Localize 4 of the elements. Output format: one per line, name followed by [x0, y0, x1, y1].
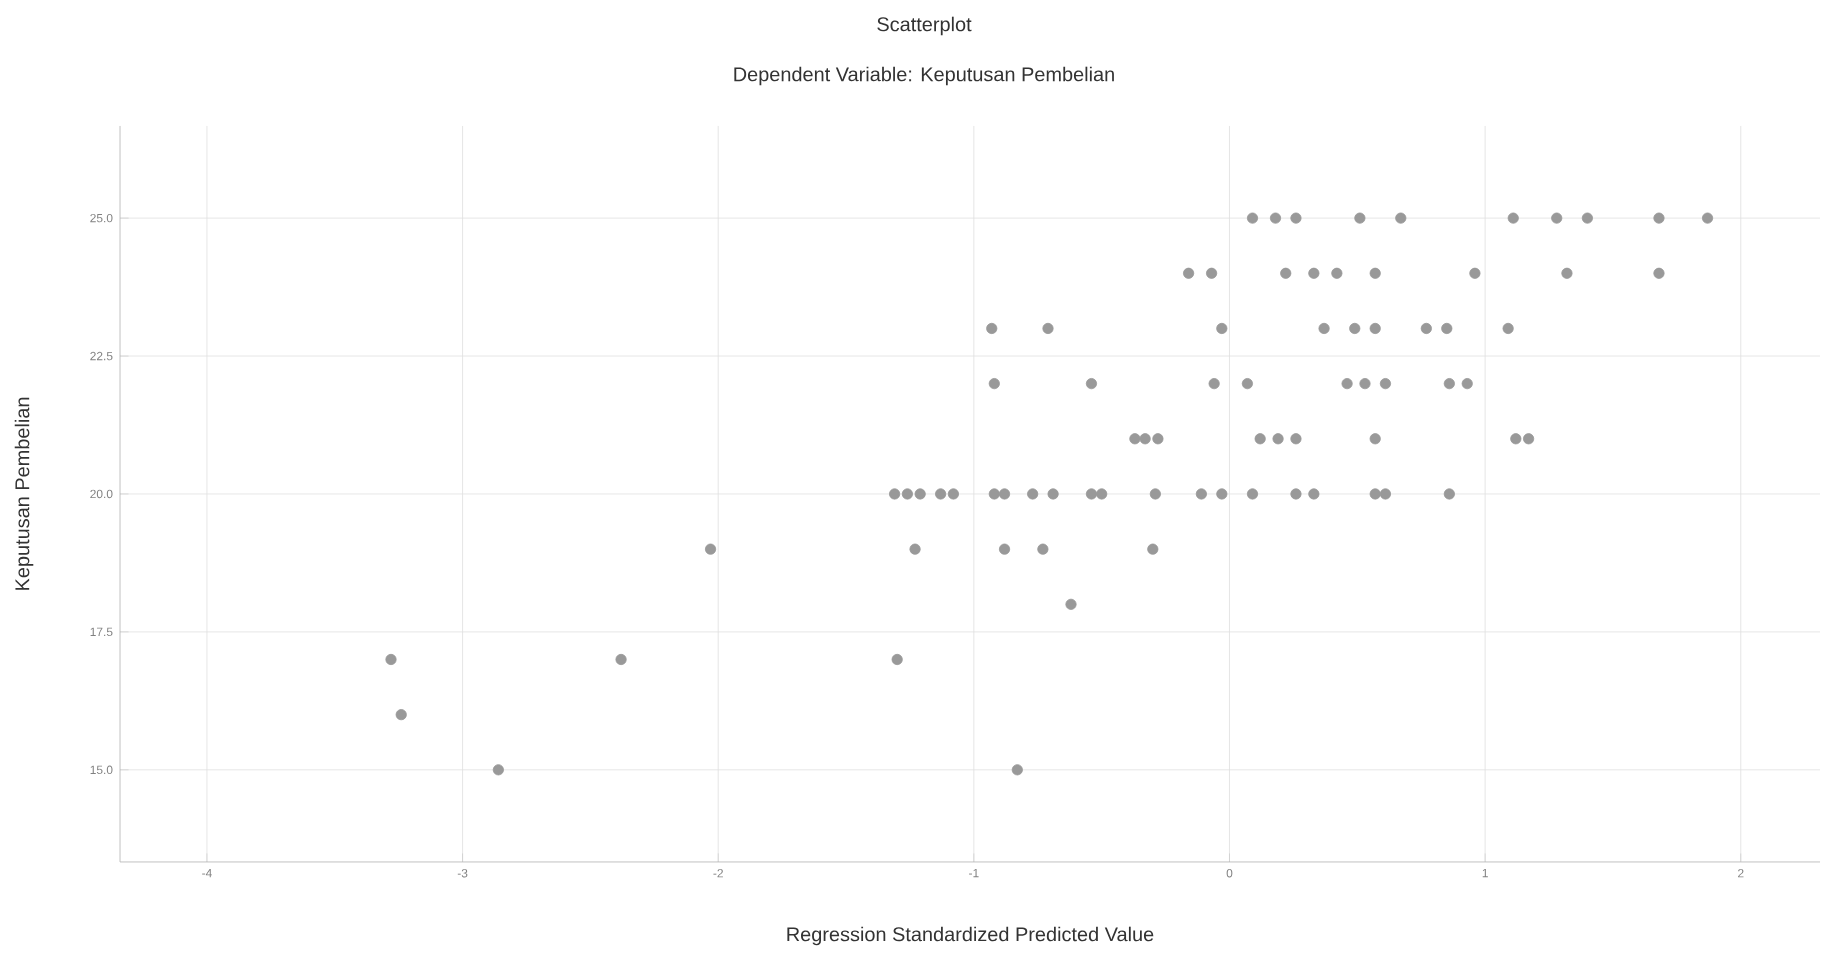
y-axis-title: Keputusan Pembelian	[14, 397, 34, 590]
chart-title: Scatterplot	[877, 16, 972, 36]
chart-subtitle: Dependent Variable: Keputusan Pembelian	[734, 66, 1114, 86]
x-axis-title: Regression Standardized Predicted Value	[787, 926, 1154, 946]
